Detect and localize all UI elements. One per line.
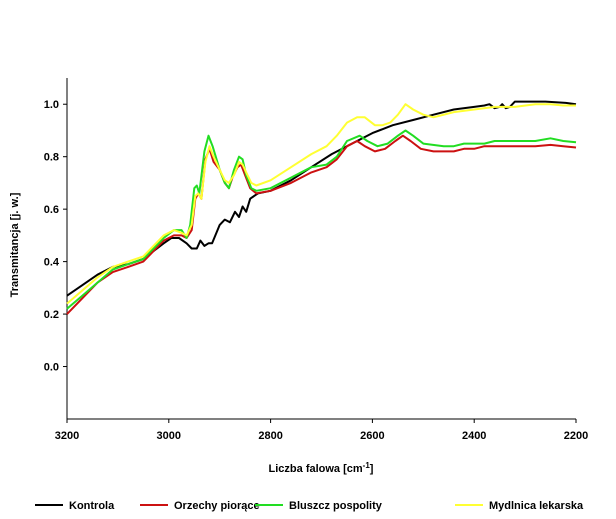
x-tick-label: 2400 <box>462 430 486 442</box>
legend-label-bluszcz-pospolity: Bluszcz pospolity <box>289 500 383 512</box>
x-tick-label: 2800 <box>258 430 282 442</box>
legend-label-kontrola: Kontrola <box>69 500 115 512</box>
series-line-kontrola <box>66 100 577 297</box>
x-axis-title-end: ] <box>370 463 374 475</box>
y-tick-label: 0.6 <box>44 204 59 216</box>
x-ticks: 3200 3000 2800 2600 2400 2200 <box>55 419 588 442</box>
series-line-mydlnica-lekarska <box>66 103 576 305</box>
x-axis-title-main: Liczba falowa [cm <box>269 463 363 475</box>
series-line-bluszcz-pospolity <box>66 129 577 310</box>
y-tick-label: 0.0 <box>44 362 59 374</box>
y-tick-label: 1.0 <box>44 99 59 111</box>
legend-label-mydlnica-lekarska: Mydlnica lekarska <box>489 500 584 512</box>
x-tick-label: 2600 <box>360 430 384 442</box>
x-tick-label: 3000 <box>157 430 181 442</box>
legend-label-orzechy-pior-ce: Orzechy piorące <box>174 500 260 512</box>
y-tick-label: 0.8 <box>44 152 59 164</box>
x-tick-label: 2200 <box>564 430 588 442</box>
legend: Kontrola Orzechy piorące Bluszcz pospolity… <box>35 500 584 512</box>
x-tick-label: 3200 <box>55 430 79 442</box>
x-axis-title: Liczba falowa [cm-1] <box>269 461 374 476</box>
x-axis-title-sup: -1 <box>363 461 371 470</box>
y-axis-title: Transmitancja [j. w.] <box>9 192 21 297</box>
y-ticks: 0.0 0.2 0.4 0.6 0.8 1.0 <box>44 99 67 374</box>
y-tick-label: 0.2 <box>44 309 59 321</box>
series-line-orzechy-pior-ce <box>66 134 577 315</box>
series-lines <box>66 100 577 315</box>
y-tick-label: 0.4 <box>44 257 60 269</box>
